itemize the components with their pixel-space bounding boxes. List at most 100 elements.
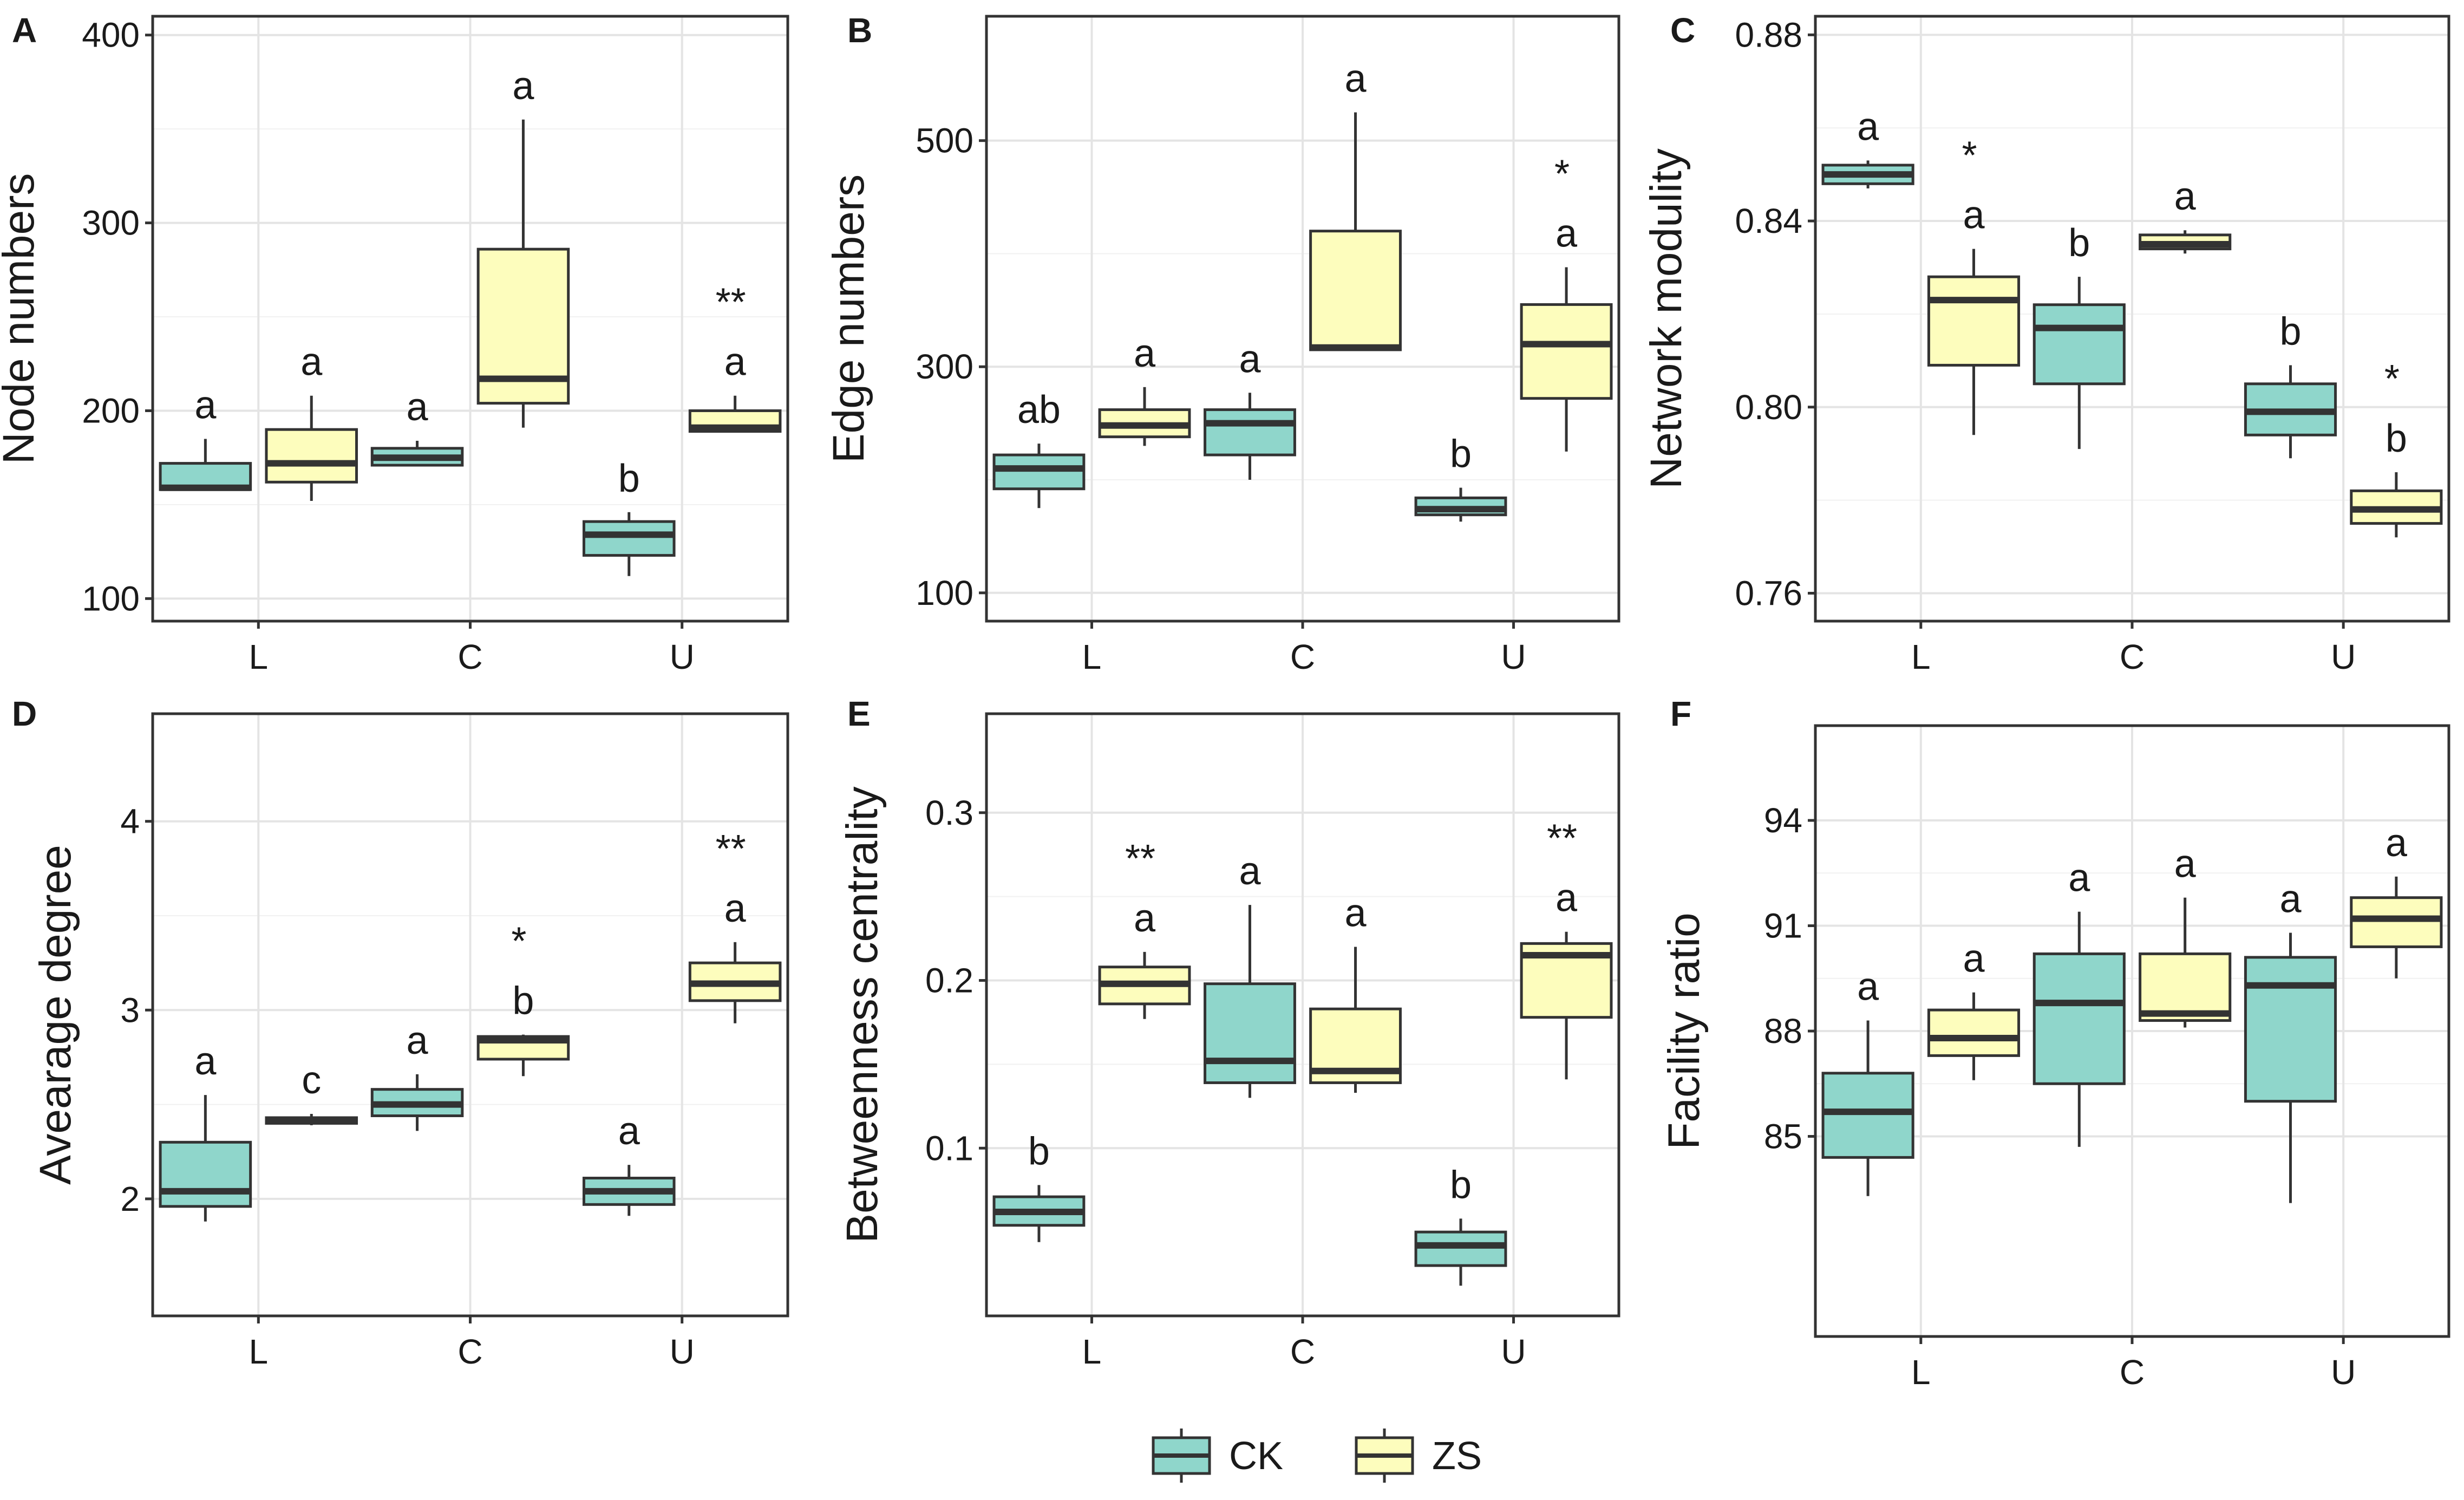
box-ck-L: ab (992, 388, 1086, 508)
box-iqr (2139, 952, 2232, 1022)
box-ck-C: a (370, 386, 464, 467)
y-tick-label: 91 (1764, 906, 1802, 945)
significance-letter: a (2385, 821, 2408, 865)
y-tick-label: 3 (120, 990, 140, 1029)
significance-letter: a (724, 887, 747, 930)
panel-letter: B (847, 11, 872, 50)
box-ck-C: a (370, 1019, 464, 1131)
significance-letter: a (1345, 57, 1367, 100)
x-tick-label: C (457, 1332, 482, 1371)
significance-letter: a (1134, 332, 1156, 375)
significance-stars: ** (716, 827, 746, 871)
panel-letter: E (847, 694, 871, 733)
significance-letter: a (1555, 212, 1578, 256)
x-tick-label: C (1290, 1332, 1315, 1371)
significance-letter: a (2279, 877, 2302, 921)
significance-stars: * (1554, 153, 1570, 196)
x-tick-label: L (1082, 637, 1102, 676)
box-zs-U: a* (1520, 153, 1613, 452)
significance-letter: b (2068, 221, 2090, 265)
box-iqr (2350, 896, 2443, 948)
y-tick-label: 85 (1764, 1117, 1802, 1156)
significance-letter: ab (1017, 388, 1061, 432)
box-iqr (1520, 303, 1613, 400)
x-tick-label: C (2120, 1353, 2145, 1392)
significance-stars: * (1962, 134, 1977, 178)
box-iqr (2244, 956, 2337, 1103)
legend-label: ZS (1432, 1434, 1482, 1478)
box-ck-U: b (582, 457, 676, 576)
panel-F: a a a a a a 85 88 91 94 L C U Facility ratio F (1659, 694, 2450, 1392)
box-zs-U: b* (2350, 357, 2443, 538)
box-ck-U: b (1414, 1163, 1507, 1286)
significance-letter: b (1450, 1163, 1472, 1206)
significance-letter: b (512, 980, 534, 1023)
box-ck-U: b (1414, 433, 1507, 522)
legend-item-zs: ZS (1355, 1429, 1482, 1483)
box-iqr (1204, 982, 1296, 1084)
y-axis-title: Facility ratio (1659, 912, 1709, 1149)
box-ck-U: a (2244, 877, 2337, 1203)
y-tick-label: 94 (1764, 801, 1802, 840)
significance-letter: a (1239, 337, 1261, 381)
significance-letter: a (1857, 966, 1879, 1009)
y-axis-title: Avearage degree (31, 845, 80, 1185)
y-tick-label: 0.76 (1735, 573, 1802, 612)
box-zs-U: a ** (688, 827, 782, 1023)
x-tick-label: U (1501, 637, 1526, 676)
panel-letter: D (12, 694, 37, 733)
y-tick-label: 500 (916, 121, 973, 160)
x-tick-label: C (2120, 637, 2145, 676)
box-iqr (159, 1140, 252, 1208)
y-tick-label: 4 (120, 802, 140, 841)
box-zs-U: a ** (1520, 817, 1613, 1080)
box-zs-U: a (2350, 821, 2443, 979)
box-zs-L: a (1927, 937, 2021, 1080)
x-tick-label: U (670, 1332, 695, 1371)
x-tick-label: L (1082, 1332, 1102, 1371)
significance-stars: ** (1125, 837, 1155, 881)
box-zs-C: a (476, 64, 570, 428)
significance-stars: ** (716, 281, 746, 324)
significance-letter: a (1239, 850, 1261, 893)
panel-A: a a b a a a ** 100 200 300 400 L C U Node numbers A (0, 11, 789, 676)
significance-letter: a (1857, 105, 1879, 148)
panel-E: b a b a ** a a ** 0.1 0.2 0.3 L C U Betweenness centra… (838, 694, 1620, 1371)
box-ck-L: b (992, 1130, 1086, 1242)
x-tick-label: L (249, 1332, 269, 1371)
box-iqr (1204, 408, 1296, 456)
box-zs-C: a (1309, 892, 1402, 1093)
box-ck-U: a (582, 1110, 676, 1216)
significance-letter: a (194, 1040, 217, 1083)
x-tick-label: C (1290, 637, 1315, 676)
box-iqr (1927, 275, 2021, 367)
y-tick-label: 100 (82, 579, 140, 618)
y-tick-label: 2 (120, 1179, 140, 1218)
box-zs-L: a* (1927, 134, 2021, 435)
y-tick-label: 200 (82, 391, 140, 430)
panel-letter: C (1670, 11, 1695, 50)
legend-label: CK (1229, 1434, 1283, 1478)
box-ck-C: a (1204, 850, 1296, 1098)
significance-letter: a (1345, 892, 1367, 935)
y-tick-label: 0.80 (1735, 388, 1802, 427)
significance-letter: a (2068, 857, 2090, 900)
y-tick-label: 300 (916, 347, 973, 386)
significance-letter: b (1028, 1130, 1050, 1173)
x-tick-label: L (1911, 1353, 1931, 1392)
box-zs-L: a (1098, 332, 1191, 446)
box-zs-L: a ** (1098, 837, 1191, 1019)
box-ck-U: b (2244, 310, 2337, 459)
box-zs-C: a (1309, 57, 1402, 351)
significance-letter: a (2174, 843, 2197, 886)
y-tick-label: 0.1 (925, 1129, 973, 1168)
y-tick-label: 400 (82, 16, 140, 55)
x-tick-label: U (670, 637, 695, 676)
box-ck-C: a (2032, 857, 2126, 1147)
y-tick-label: 0.2 (925, 961, 973, 1000)
box-iqr (2032, 303, 2126, 386)
significance-letter: a (1963, 194, 1985, 237)
box-iqr (582, 520, 676, 557)
